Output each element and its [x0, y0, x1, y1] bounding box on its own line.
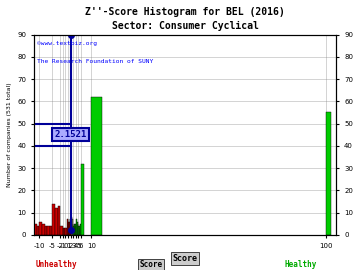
Bar [81, 164, 84, 235]
Bar [70, 219, 71, 235]
Bar [79, 226, 80, 235]
Bar [45, 226, 47, 235]
Bar [67, 219, 68, 235]
Bar [68, 221, 69, 235]
Bar [326, 113, 331, 235]
Bar [50, 226, 52, 235]
Bar [42, 224, 45, 235]
Bar [78, 226, 79, 235]
Bar [60, 226, 63, 235]
Text: Unhealthy: Unhealthy [36, 260, 78, 269]
Bar [73, 226, 74, 235]
Bar [63, 228, 64, 235]
Text: ©www.textbiz.org: ©www.textbiz.org [37, 40, 97, 46]
Bar [71, 217, 72, 235]
Bar [77, 221, 78, 235]
X-axis label: Score: Score [173, 254, 198, 263]
Bar [52, 204, 55, 235]
Bar [76, 219, 77, 235]
Title: Z''-Score Histogram for BEL (2016)
Sector: Consumer Cyclical: Z''-Score Histogram for BEL (2016) Secto… [85, 7, 285, 31]
Bar [69, 221, 70, 235]
Y-axis label: Number of companies (531 total): Number of companies (531 total) [7, 82, 12, 187]
Bar [37, 226, 39, 235]
Text: The Research Foundation of SUNY: The Research Foundation of SUNY [37, 59, 153, 64]
Bar [58, 206, 60, 235]
Bar [39, 221, 42, 235]
Bar [75, 224, 76, 235]
Bar [34, 224, 37, 235]
Bar [47, 226, 50, 235]
Text: Score: Score [140, 260, 163, 269]
Bar [55, 208, 58, 235]
Bar [80, 224, 81, 235]
Text: 2.1521: 2.1521 [54, 130, 86, 139]
Bar [66, 228, 67, 235]
Bar [91, 97, 102, 235]
Bar [74, 224, 75, 235]
Bar [72, 219, 73, 235]
Bar [64, 228, 66, 235]
Text: Healthy: Healthy [284, 260, 317, 269]
